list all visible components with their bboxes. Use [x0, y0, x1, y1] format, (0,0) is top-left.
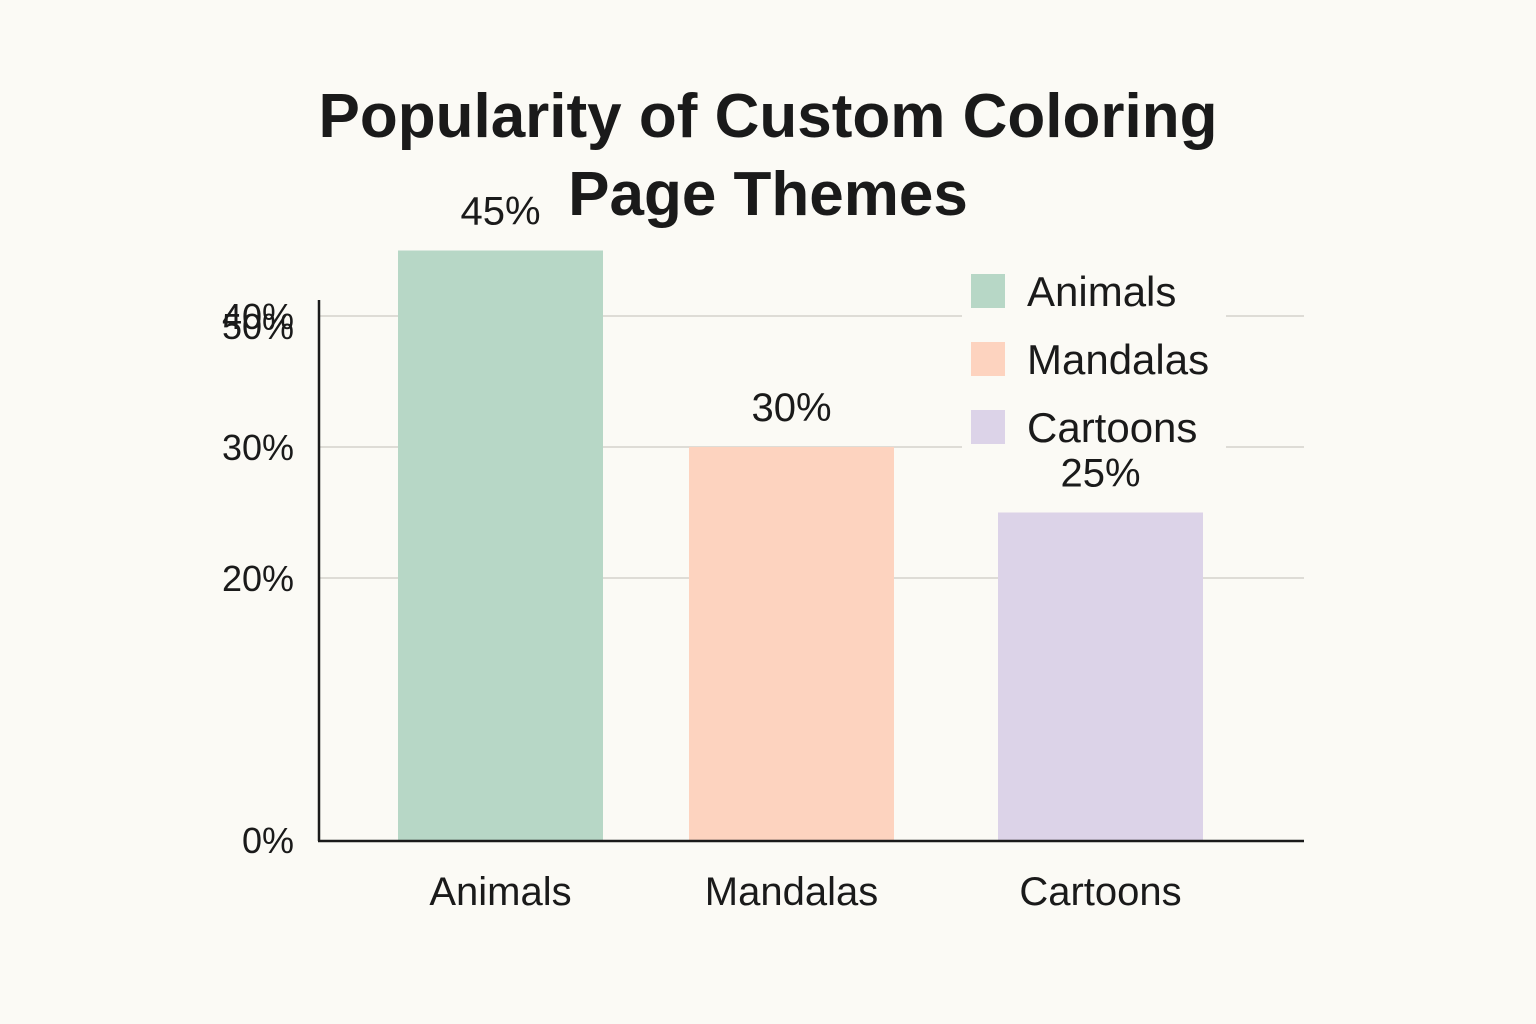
x-tick-label-cartoons: Cartoons	[1019, 870, 1181, 914]
bar-mandalas	[689, 447, 894, 840]
y-tick-label-40: 40%	[222, 296, 294, 337]
bar-animals	[398, 250, 603, 840]
legend-label-animals: Animals	[1027, 268, 1176, 315]
chart-title: Popularity of Custom Coloring Page Theme…	[0, 78, 1536, 234]
x-tick-label-animals: Animals	[429, 870, 571, 914]
legend-label-cartoons: Cartoons	[1027, 404, 1197, 451]
value-label-backing-animals	[446, 184, 555, 231]
value-label-cartoons: 25%	[1060, 452, 1140, 496]
legend-swatch-mandalas	[971, 342, 1005, 376]
x-tick-label-mandalas: Mandalas	[705, 870, 878, 914]
bar-cartoons	[998, 512, 1203, 840]
y-tick-label-30: 30%	[222, 427, 294, 468]
value-label-backing-mandalas	[737, 381, 846, 427]
value-label-animals: 45%	[460, 190, 540, 234]
chart-title-line-2: Page Themes	[568, 160, 968, 229]
legend-swatch-cartoons	[971, 410, 1005, 444]
legend-label-mandalas: Mandalas	[1027, 336, 1209, 383]
y-tick-label-0: 0%	[242, 820, 294, 861]
y-tick-label-20: 20%	[222, 558, 294, 599]
legend-swatch-animals	[971, 274, 1005, 308]
value-label-mandalas: 30%	[751, 386, 831, 430]
chart-title-line-1: Popularity of Custom Coloring	[318, 82, 1218, 151]
y-tick-label-50: 50%	[222, 306, 294, 347]
legend-box	[962, 262, 1226, 458]
